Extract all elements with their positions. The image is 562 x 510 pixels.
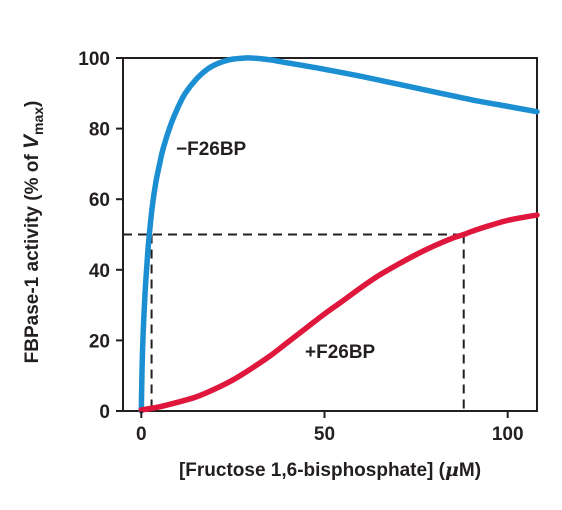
x-axis-title-after: M) bbox=[459, 460, 481, 481]
y-axis-title-before: FBPase-1 activity (% of bbox=[22, 149, 43, 363]
y-tick-label-0: 0 bbox=[99, 402, 110, 423]
y-tick-label-20: 20 bbox=[89, 331, 110, 352]
x-axis-title-mu: μ bbox=[445, 459, 459, 481]
series-label-pos-f26bp: +F26BP bbox=[305, 342, 376, 363]
ticks-layer: 0 50 100 0 20 40 60 80 100 bbox=[78, 49, 523, 445]
y-tick-label-80: 80 bbox=[89, 120, 110, 141]
x-tick-label-0: 0 bbox=[136, 424, 147, 445]
y-tick-label-40: 40 bbox=[89, 261, 110, 282]
series-line-pos-f26bp bbox=[138, 212, 540, 413]
y-axis-title-v: V bbox=[20, 133, 43, 149]
y-axis-title: FBPase-1 activity (% of Vmax) bbox=[20, 101, 46, 364]
series-line-neg-f26bp bbox=[138, 55, 540, 414]
x-axis-title: [Fructose 1,6-bisphosphate] (μM) bbox=[179, 459, 481, 481]
x-axis-title-before: [Fructose 1,6-bisphosphate] ( bbox=[179, 460, 446, 481]
series-label-neg-f26bp: −F26BP bbox=[176, 139, 247, 160]
x-tick-label-100: 100 bbox=[492, 424, 524, 445]
x-tick-label-50: 50 bbox=[314, 424, 335, 445]
series-layer bbox=[138, 55, 540, 414]
y-tick-label-100: 100 bbox=[78, 49, 110, 70]
y-axis-title-sub: max bbox=[30, 107, 46, 135]
y-axis-title-after: ) bbox=[22, 101, 43, 107]
dashed-guides bbox=[123, 233, 465, 411]
y-tick-label-60: 60 bbox=[89, 190, 110, 211]
